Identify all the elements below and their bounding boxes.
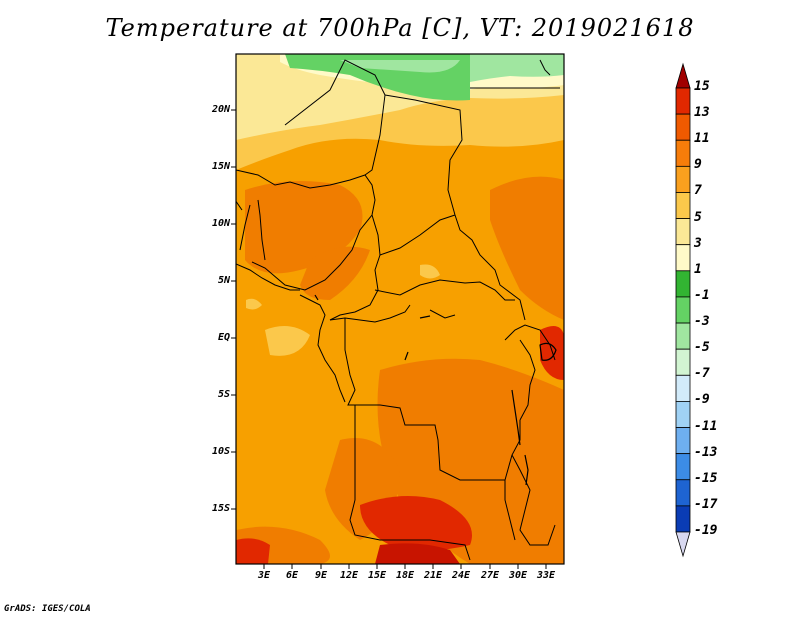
country-borders bbox=[236, 59, 560, 561]
lon-label-3e: 3E bbox=[257, 570, 271, 581]
color-bar-label: -13 bbox=[694, 444, 718, 460]
lon-ticks bbox=[263, 564, 547, 569]
color-bar-label: 13 bbox=[694, 105, 710, 121]
color-bar bbox=[675, 62, 691, 558]
color-bar-label: -9 bbox=[694, 392, 710, 408]
color-bar-label: 9 bbox=[694, 157, 702, 173]
color-bar-segment bbox=[675, 244, 691, 272]
color-bar-segment bbox=[675, 113, 691, 141]
color-bar-segment bbox=[675, 192, 691, 219]
color-bar-label: 5 bbox=[694, 209, 702, 225]
color-bar-segment bbox=[675, 270, 691, 298]
lon-label-6e: 6E bbox=[285, 570, 299, 581]
color-bar-label: -11 bbox=[694, 418, 718, 434]
color-bar-label: 15 bbox=[694, 79, 710, 94]
lon-label-18e: 18E bbox=[395, 570, 415, 581]
color-bar-label: -15 bbox=[694, 470, 718, 486]
color-bar-segment bbox=[675, 165, 691, 193]
lat-label-15n: 15N bbox=[211, 161, 230, 172]
color-bar-label: -7 bbox=[694, 366, 710, 382]
color-bar-segment bbox=[675, 87, 691, 115]
color-bar-bottom-arrow bbox=[675, 531, 691, 558]
color-bar-segment bbox=[675, 218, 691, 246]
color-bar-label: -17 bbox=[694, 496, 718, 512]
lon-label-24e: 24E bbox=[451, 570, 471, 581]
map-frame bbox=[235, 53, 565, 565]
color-bar-segment bbox=[675, 479, 691, 507]
color-bar-label: 11 bbox=[694, 131, 710, 147]
lat-label-10s: 10S bbox=[211, 446, 230, 457]
color-bar-label: 3 bbox=[694, 235, 702, 251]
color-bar-segment bbox=[675, 348, 691, 376]
color-bar-label: 1 bbox=[694, 261, 702, 277]
temperature-field bbox=[236, 54, 564, 564]
lon-label-33e: 33E bbox=[536, 570, 556, 581]
color-bar-segment bbox=[675, 427, 691, 455]
color-bar-segment bbox=[675, 322, 691, 350]
color-bar-segment bbox=[675, 505, 691, 533]
lat-label-20n: 20N bbox=[211, 104, 230, 115]
lon-label-12e: 12E bbox=[339, 570, 359, 581]
color-bar-label: 7 bbox=[694, 183, 702, 199]
lon-label-30e: 30E bbox=[508, 570, 528, 581]
lakes bbox=[314, 294, 557, 486]
lat-label-10n: 10N bbox=[211, 218, 230, 229]
lat-label-5s: 5S bbox=[217, 389, 230, 400]
color-bar-label: -19 bbox=[694, 523, 718, 538]
color-bar-segment bbox=[675, 139, 691, 167]
color-bar-segment bbox=[675, 401, 691, 428]
color-bar-top-arrow bbox=[675, 62, 691, 89]
color-bar-segment bbox=[675, 374, 691, 402]
lon-label-15e: 15E bbox=[367, 570, 387, 581]
lon-label-21e: 21E bbox=[423, 570, 443, 581]
color-bar-label: -3 bbox=[694, 314, 710, 330]
color-bar-label: -1 bbox=[694, 287, 710, 303]
grads-credit: GrADS: IGES/COLA bbox=[4, 604, 91, 614]
lat-ticks bbox=[231, 109, 236, 510]
lat-label-5n: 5N bbox=[217, 275, 230, 286]
map-title: Temperature at 700hPa [C], VT: 201902161… bbox=[105, 14, 695, 42]
lon-label-9e: 9E bbox=[314, 570, 328, 581]
lat-label-eq: EQ bbox=[217, 332, 230, 343]
color-bar-segment bbox=[675, 453, 691, 481]
color-bar-label: -5 bbox=[694, 340, 710, 356]
color-bar-segment bbox=[675, 296, 691, 324]
lat-label-15s: 15S bbox=[211, 503, 230, 514]
lon-label-27e: 27E bbox=[480, 570, 500, 581]
